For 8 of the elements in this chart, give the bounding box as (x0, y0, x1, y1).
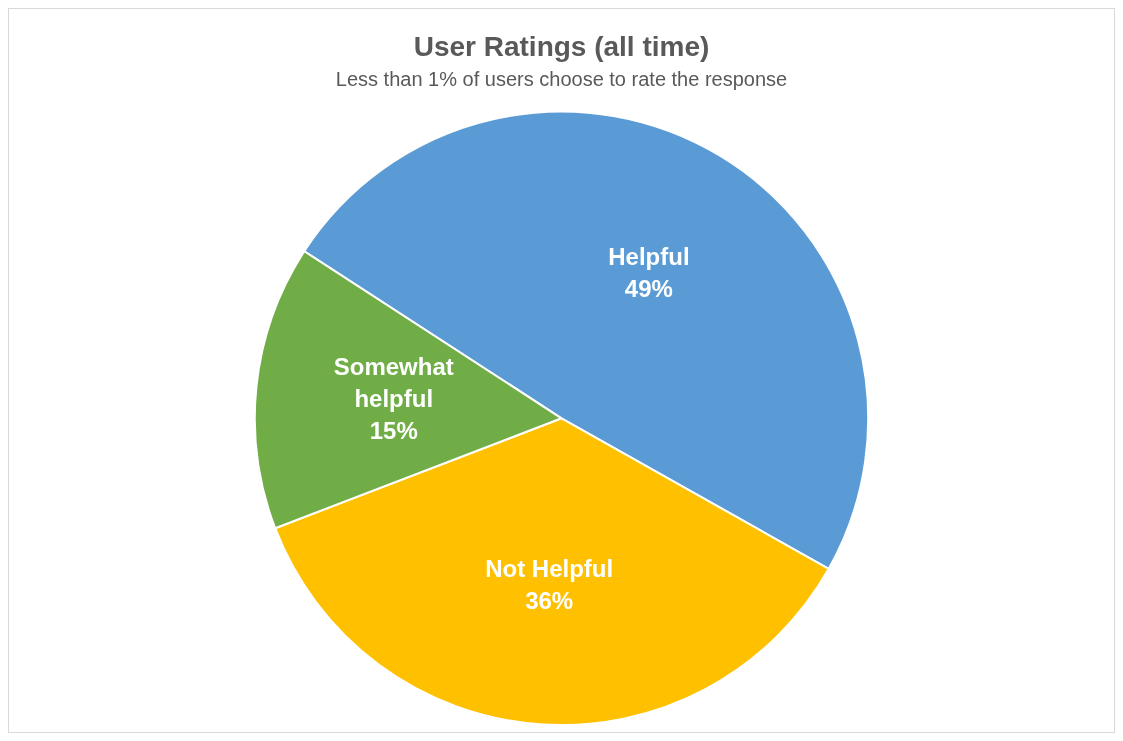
data-label: 15% (369, 417, 418, 445)
slice-label: Not Helpful (485, 555, 614, 583)
chart-subtitle: Less than 1% of users choose to rate the response (335, 68, 788, 91)
chart-title: User Ratings (all time) (413, 30, 710, 62)
slice-label: Somewhat helpful (333, 353, 454, 413)
slice-label: Helpful (608, 242, 690, 270)
data-label: 36% (525, 587, 574, 615)
data-label: 49% (624, 274, 673, 302)
